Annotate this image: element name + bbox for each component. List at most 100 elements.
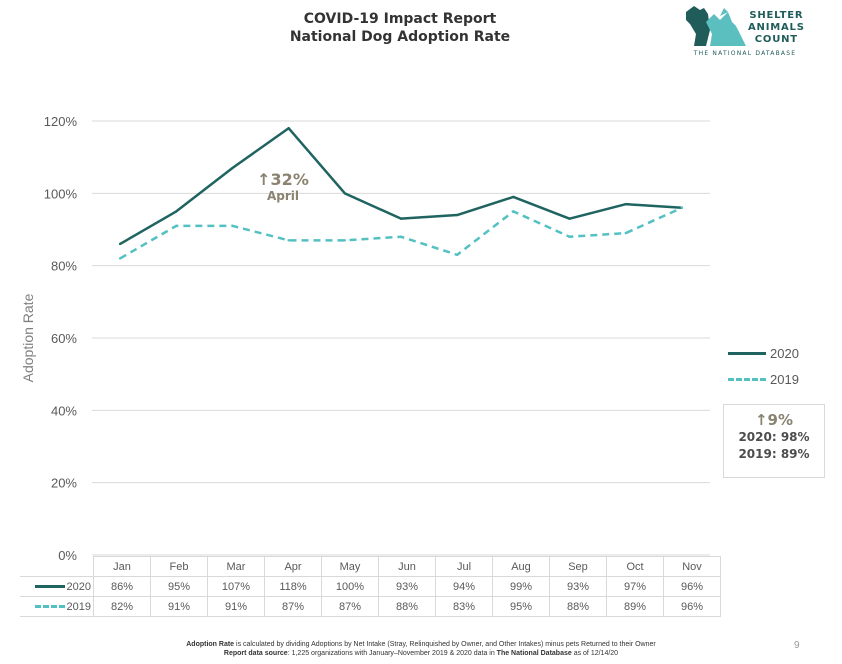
data-point-2020	[455, 213, 459, 217]
footnote-date: as of 12/14/20	[571, 650, 619, 657]
data-point-2019	[231, 224, 234, 228]
table-cell: 95%	[150, 576, 208, 597]
data-point-2020	[343, 192, 347, 195]
table-cell: 82%	[93, 596, 151, 617]
table-cell: 107%	[207, 576, 265, 597]
data-point-2020	[399, 217, 403, 220]
table-cell: 83%	[435, 596, 493, 617]
data-point-2020	[118, 242, 122, 246]
table-header-cell: Jul	[435, 556, 493, 577]
table-cell: 91%	[207, 596, 265, 617]
footnote-definition: is calculated by dividing Adoptions by N…	[234, 641, 656, 648]
legend-swatch-dashed	[728, 377, 766, 381]
data-point-2019	[568, 235, 571, 238]
legend-swatch-solid	[728, 351, 766, 355]
footnote-database-name: The National Database	[496, 650, 572, 657]
footnote-line-2: Report data source: 1,225 organizations …	[0, 649, 842, 658]
summary-change: 9%	[767, 411, 794, 429]
data-point-2020	[512, 195, 515, 199]
table-header-cell: Aug	[492, 556, 550, 577]
table-cell: 88%	[378, 596, 436, 617]
logo-subtitle: THE NATIONAL DATABASE	[693, 50, 797, 57]
data-point-2019	[175, 224, 178, 228]
table-header-cell: May	[321, 556, 379, 577]
table-cell: 97%	[606, 576, 664, 597]
y-tick-label: 60%	[51, 331, 77, 346]
series-line-2020	[119, 126, 682, 246]
legend-label-2019: 2019	[770, 371, 799, 387]
legend-item-2019: 2019	[728, 366, 799, 392]
logo-line-2: ANIMALS	[748, 22, 805, 33]
footnote-source-text: : 1,225 organizations with January–Novem…	[287, 650, 497, 657]
title-line-2: National Dog Adoption Rate	[289, 29, 511, 45]
table-header-row: Jan Feb Mar Apr May Jun Jul Aug Sep Oct Nov	[20, 556, 721, 577]
row-label-2019: 2019	[20, 596, 94, 617]
table-cell: 87%	[321, 596, 379, 617]
data-point-2019	[287, 239, 290, 242]
table-header-cell: Oct	[606, 556, 664, 577]
table-cell: 96%	[663, 596, 721, 617]
table-cell: 100%	[321, 576, 379, 597]
data-point-2019	[680, 206, 684, 209]
series-line-2019	[119, 206, 683, 260]
footnote-source-label: Report data source	[223, 650, 288, 657]
data-point-2019	[624, 231, 627, 235]
table-cell: 89%	[606, 596, 664, 617]
table-cell: 93%	[549, 576, 607, 597]
data-table: Jan Feb Mar Apr May Jun Jul Aug Sep Oct Nov 2020 8…	[20, 556, 721, 617]
data-point-2020	[175, 210, 178, 213]
table-header-cell: Jan	[93, 556, 151, 577]
april-annotation: ↑32% April	[248, 170, 318, 203]
summary-arrow: ↑	[754, 411, 768, 429]
summary-2020: 2020: 98%	[738, 430, 810, 444]
row-label-2020: 2020	[20, 576, 94, 597]
logo-line-1: SHELTER	[749, 10, 804, 21]
shelter-animals-count-logo: SHELTER ANIMALS COUNT THE NATIONAL DATAB…	[680, 4, 810, 64]
table-cell: 88%	[549, 596, 607, 617]
page-number: 9	[794, 640, 800, 651]
data-point-2019	[343, 239, 347, 242]
table-cell: 93%	[378, 576, 436, 597]
y-tick-label: 100%	[44, 186, 78, 201]
legend-item-2020: 2020	[728, 340, 799, 366]
table-header-cell: Apr	[264, 556, 322, 577]
y-tick-label: 40%	[51, 403, 77, 418]
y-tick-label: 120%	[44, 114, 78, 129]
annotation-arrow: ↑	[257, 170, 271, 189]
table-cell: 86%	[93, 576, 151, 597]
chart-legend: 2020 2019	[728, 340, 799, 392]
annotation-label: April	[266, 189, 300, 203]
footnote-line-1: Adoption Rate is calculated by dividing …	[0, 640, 842, 649]
dog-cat-silhouette-icon	[686, 6, 746, 46]
row-swatch-dashed	[34, 605, 65, 609]
data-point-2019	[118, 257, 122, 260]
footnote: Adoption Rate is calculated by dividing …	[0, 640, 842, 658]
table-cell: 94%	[435, 576, 493, 597]
table-cell: 118%	[264, 576, 322, 597]
table-row-2020: 2020 86% 95% 107% 118% 100% 93% 94% 99% 93% 97% 96…	[20, 576, 721, 597]
table-header-cell: Feb	[150, 556, 208, 577]
y-tick-label: 20%	[51, 476, 77, 491]
table-cell: 91%	[150, 596, 208, 617]
data-point-2020	[624, 202, 627, 206]
data-point-2020	[287, 127, 290, 130]
table-cell: 96%	[663, 576, 721, 597]
table-cell: 99%	[492, 576, 550, 597]
legend-label-2020: 2020	[770, 345, 799, 361]
title-line-1: COVID-19 Impact Report	[303, 11, 497, 27]
data-point-2019	[455, 253, 459, 257]
row-label-text: 2020	[66, 580, 91, 593]
data-point-2020	[568, 217, 571, 220]
logo-wordmark: SHELTER ANIMALS COUNT	[748, 10, 805, 46]
table-header-cell: Mar	[207, 556, 265, 577]
table-header-cell: Sep	[549, 556, 607, 577]
data-point-2019	[399, 235, 403, 238]
summary-2019: 2019: 89%	[738, 447, 810, 461]
table-cell: 87%	[264, 596, 322, 617]
y-tick-label: 80%	[51, 259, 77, 274]
footnote-term: Adoption Rate	[186, 641, 235, 648]
annotation-value: 32%	[270, 170, 309, 189]
row-label-text: 2019	[66, 600, 91, 613]
table-corner	[20, 556, 94, 577]
